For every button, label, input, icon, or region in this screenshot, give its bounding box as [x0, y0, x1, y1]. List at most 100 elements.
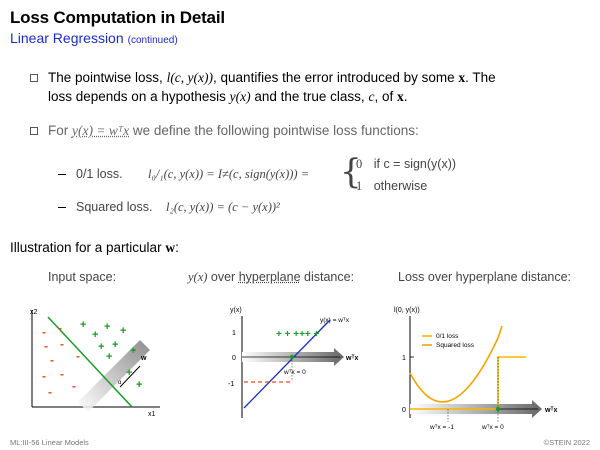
loss-plot: l(0, y(x)) wᵀx 1 0 wᵀx = -1 wᵀx = 0 0/1 … [394, 307, 557, 431]
y-tick-1: 1 [232, 330, 236, 337]
y-tick-1: 1 [402, 355, 406, 362]
footer-right: ©STEIN 2022 [543, 438, 590, 447]
math-expression: x [396, 89, 404, 104]
minus-point: - [50, 353, 54, 367]
x-axis-label: wᵀx [544, 407, 557, 414]
bullet-text: we define the following pointwise loss f… [129, 123, 419, 138]
math-expression: y(x) = wᵀx [72, 123, 130, 138]
minus-point: - [58, 321, 62, 335]
hyperplane-line [47, 316, 133, 408]
w-label: w [140, 355, 147, 362]
brace-icon: { [340, 152, 362, 192]
plus-point: + [106, 351, 112, 363]
bullet-text: The pointwise loss, [48, 70, 167, 85]
y-axis-label: l(0, y(x)) [394, 307, 420, 314]
case-1: 0 if c = sign(y(x)) [356, 157, 456, 172]
page-title: Loss Computation in Detail [10, 8, 225, 27]
w-vector [119, 365, 141, 388]
minus-point: - [44, 339, 48, 353]
bullet-text: and the true class, [250, 89, 369, 104]
bullet-text: , of [374, 89, 397, 104]
illustration-heading: Illustration for a particular w: [10, 240, 179, 256]
bullet-text: loss depends on a hypothesis [48, 89, 230, 104]
page-subtitle: Linear Regression (continued) [10, 30, 178, 46]
loss-01-formula: l₀/₁(c, y(x)) = I≠(c, sign(y(x))) = [148, 167, 310, 181]
loss-squared-formula: l₂(c, y(x)) = (c − y(x))² [166, 200, 280, 214]
line-label: y(x) = wᵀx [320, 317, 350, 324]
legend-01-label: 0/1 loss [436, 333, 459, 340]
heading-math: w [165, 240, 176, 255]
minus-point: - [72, 379, 76, 393]
bullet-square-icon [30, 74, 38, 83]
bullet-pointwise-loss: The pointwise loss, l(c, y(x)), quantifi… [30, 68, 590, 106]
y-tick-minus1: -1 [228, 381, 234, 388]
bullet-text: . The [465, 70, 496, 85]
minus-point: - [76, 349, 80, 363]
heading-text: Illustration for a particular [10, 240, 166, 255]
plus-point: + [92, 329, 98, 341]
bullet-text: , quantifies the error introduced by som… [213, 70, 459, 85]
negative-points: - - - - - - - - - - [42, 321, 80, 399]
xtick-0-label: wᵀx = 0 [481, 424, 504, 431]
bullet-text: . [403, 89, 408, 104]
plus-point: + [126, 367, 132, 379]
x-axis-label: wᵀx [345, 355, 358, 362]
dash-icon [58, 173, 66, 176]
zero-label: wᵀx = 0 [283, 369, 306, 376]
minus-point: - [60, 367, 64, 381]
regression-line [243, 319, 331, 409]
angle-label: α [118, 380, 122, 386]
math-expression: x [458, 70, 466, 85]
loss-01-row: 0/1 loss. [58, 167, 123, 181]
minus-point: - [48, 385, 52, 399]
w-arrow-band [78, 340, 150, 412]
dash-icon [58, 206, 66, 209]
input-space-plot: x2 x1 w α + + + + + + + + + + - - - - - … [30, 309, 160, 418]
loss-01-label: 0/1 loss. [76, 167, 123, 181]
loss-squared-label: Squared loss. [76, 200, 153, 214]
case-value: 0 [356, 157, 363, 171]
y-axis-label: y(x) [230, 307, 242, 314]
caption-loss: Loss over hyperplane distance: [398, 270, 572, 284]
x1-axis-label: x1 [148, 411, 156, 418]
case-value: 1 [356, 179, 363, 193]
zero-crossing-marker [495, 406, 501, 412]
x2-axis-label: x2 [30, 309, 38, 316]
zero-one-loss-line [410, 356, 526, 410]
plus-point: + [136, 379, 142, 391]
plus-point: + [98, 341, 104, 353]
squared-loss-curve [409, 325, 503, 403]
case-condition: otherwise [373, 179, 428, 193]
zero-crossing-marker [289, 354, 295, 360]
footer-left: ML:III-56 Linear Models [10, 438, 89, 447]
yx-plot: y(x) wᵀx 1 0 -1 y(x) = wᵀx wᵀx = 0 + + +… [228, 307, 358, 418]
positive-points: + + + + + + + + + + [80, 319, 142, 391]
minus-point: - [60, 337, 64, 351]
bullet-loss-definitions: For y(x) = wᵀx we define the following p… [30, 121, 590, 140]
caption-input-space: Input space: [48, 270, 117, 284]
plus-point: + [130, 345, 136, 357]
caption-yx: y(x) over hyperplane distance: [188, 270, 354, 285]
minus-point: - [42, 325, 46, 339]
subtitle-note: (continued) [127, 35, 178, 46]
plus-point: + [120, 325, 126, 337]
plus-point: + [80, 319, 86, 331]
case-2: 1 otherwise [356, 179, 427, 194]
math-expression: l(c, y(x)) [166, 70, 214, 85]
bullet-square-icon [30, 127, 38, 136]
minus-point: - [42, 369, 46, 383]
caption-math: y(x) [188, 270, 208, 284]
bullet-text: For [48, 123, 73, 138]
plus-point: + [112, 339, 118, 351]
math-expression: y(x) [229, 89, 251, 104]
hyperplane-link[interactable]: hyperplane [238, 270, 301, 284]
subtitle-text: Linear Regression [10, 30, 124, 46]
caption-text: distance: [300, 270, 355, 284]
loss-squared-row: Squared loss. [58, 200, 152, 214]
y-tick-0: 0 [232, 355, 236, 362]
heading-text: : [175, 240, 179, 255]
positive-row: + + +++ + [276, 329, 320, 340]
plus-point: + [104, 321, 110, 333]
legend-sq-label: Squared loss [436, 342, 475, 349]
case-condition: if c = sign(y(x)) [373, 157, 457, 171]
